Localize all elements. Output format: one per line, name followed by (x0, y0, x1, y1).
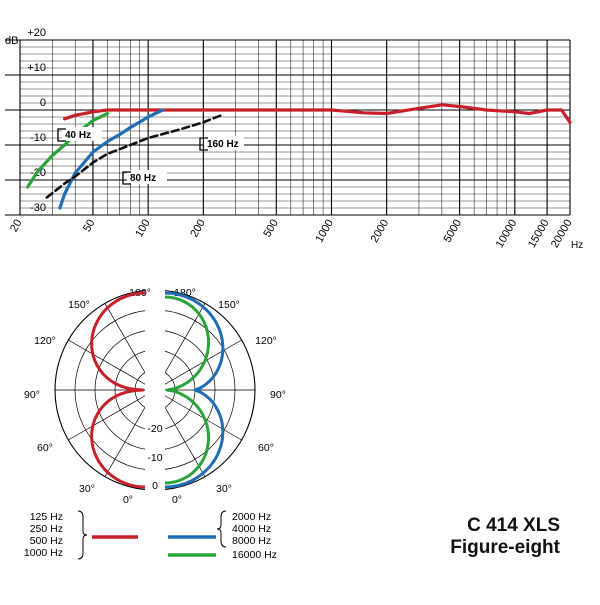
x-tick-label: 15000 (526, 218, 552, 250)
title-block: C 414 XLS Figure-eight (450, 515, 560, 559)
polar-angle-label: 30° (79, 483, 95, 495)
series-line-3 (45, 114, 223, 199)
series-line-1 (26, 111, 110, 189)
x-tick-label: 1000 (313, 218, 336, 245)
series-line-0 (62, 103, 572, 124)
x-axis-unit: Hz (571, 240, 583, 251)
polar-angle-label: 150° (218, 299, 240, 311)
annotation-bg (62, 127, 102, 141)
x-tick-label: 10000 (494, 218, 520, 250)
legend-label: 2000 Hz (232, 511, 271, 523)
y-tick-label: -10 (30, 132, 46, 144)
polar-ring-label: 0 (152, 480, 158, 492)
x-tick-label: 20 (8, 218, 25, 235)
polar-curve-1 (164, 295, 211, 485)
annotation-bracket (122, 171, 131, 185)
polar-ring-label: -20 (147, 423, 162, 435)
polar-angle-label: 90° (270, 389, 286, 401)
polar-ring-label: -10 (147, 452, 162, 464)
legend-label: 125 Hz (30, 511, 63, 523)
polar-angle-label: 0° (123, 494, 133, 506)
polar-angle-label: 0° (172, 494, 182, 506)
x-tick-label: 200 (188, 218, 208, 240)
legend-label: 500 Hz (30, 535, 63, 547)
x-tick-label: 2000 (369, 218, 392, 245)
polar-angle-label: 120° (34, 335, 56, 347)
legend-label: 8000 Hz (232, 535, 271, 547)
polar-spoke (68, 389, 156, 441)
polar-angle-label: 60° (258, 442, 274, 454)
annotation-bracket (199, 137, 208, 151)
series-line-2 (58, 108, 165, 210)
annotation-bg (204, 136, 244, 150)
annotation-label: 80 Hz (130, 173, 156, 184)
y-tick-label: +20 (27, 27, 46, 39)
annotation-bg (127, 170, 167, 184)
x-tick-label: 5000 (442, 218, 465, 245)
polar-curve-0 (90, 291, 146, 489)
y-axis-label: dB (5, 35, 18, 47)
legend-label: 250 Hz (30, 523, 63, 535)
annotation-label: 160 Hz (207, 139, 239, 150)
legend-label: 16000 Hz (232, 549, 277, 561)
y-tick-label: -30 (30, 202, 46, 214)
polar-angle-label: 150° (68, 299, 90, 311)
y-tick-label: +10 (27, 62, 46, 74)
legend-label: 1000 Hz (24, 547, 63, 559)
polar-angle-label: 30° (216, 483, 232, 495)
polar-spoke (68, 339, 156, 391)
legend-brace (216, 510, 227, 548)
polar-spoke (154, 389, 242, 441)
x-tick-label: 100 (133, 218, 153, 240)
polar-curve-2 (164, 291, 225, 489)
annotation-label: 40 Hz (65, 130, 91, 141)
legend-label: 4000 Hz (232, 523, 271, 535)
polar-angle-label: 120° (255, 335, 277, 347)
pattern-subtitle: Figure-eight (450, 537, 560, 558)
polar-angle-label: 90° (24, 389, 40, 401)
model-title: C 414 XLS (467, 515, 560, 536)
polar-center-gap (145, 285, 165, 495)
polar-pattern-chart: 180° 180°150° 150°120° 120°90° 90°60° 60°30° 3… (24, 285, 286, 506)
x-tick-label: 500 (261, 218, 281, 240)
polar-spoke (154, 339, 242, 391)
x-tick-label: 50 (81, 218, 98, 235)
y-tick-label: 0 (40, 97, 46, 109)
legend-brace (77, 510, 88, 560)
annotation-bracket (57, 128, 66, 142)
polar-angle-label: 60° (37, 442, 53, 454)
